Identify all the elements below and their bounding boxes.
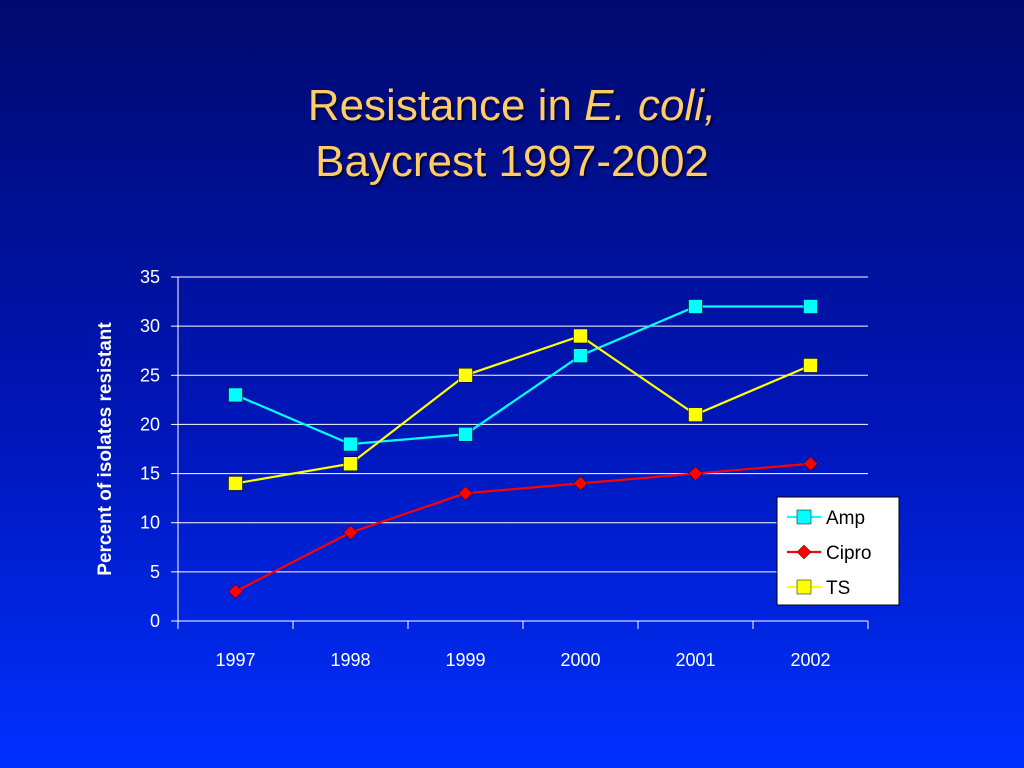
data-point-amp bbox=[803, 299, 818, 314]
legend-label-amp: Amp bbox=[826, 508, 865, 529]
y-tick-label: 5 bbox=[150, 562, 160, 582]
legend-item-ts: TS bbox=[787, 578, 850, 599]
data-point-cipro bbox=[343, 525, 358, 540]
data-point-cipro bbox=[573, 476, 588, 491]
title-organism: E. coli, bbox=[584, 81, 717, 130]
series-amp bbox=[228, 299, 818, 452]
data-point-ts bbox=[803, 358, 818, 373]
series-layer bbox=[228, 299, 818, 599]
data-point-amp bbox=[688, 299, 703, 314]
data-point-amp bbox=[458, 427, 473, 442]
legend-marker-cipro bbox=[796, 544, 812, 560]
y-tick-label: 30 bbox=[140, 316, 160, 336]
legend: Amp Cipro TS bbox=[776, 496, 900, 606]
axes: 0 5 10 15 20 25 30 35 1997 1998 1999 2000 2001 2002 bbox=[140, 267, 869, 670]
y-tick-label: 15 bbox=[140, 464, 160, 484]
data-point-ts bbox=[573, 328, 588, 344]
legend-label-ts: TS bbox=[826, 578, 850, 599]
title-line-1: Resistance in E. coli, bbox=[0, 78, 1024, 134]
title-line-2: Baycrest 1997-2002 bbox=[315, 137, 709, 186]
legend-item-amp: Amp bbox=[787, 508, 865, 529]
data-point-ts bbox=[343, 456, 358, 471]
legend-label-cipro: Cipro bbox=[826, 543, 871, 564]
x-tick-label-2002: 2002 bbox=[790, 650, 830, 670]
y-tick-label: 10 bbox=[140, 513, 160, 533]
data-point-cipro bbox=[228, 584, 243, 599]
data-point-ts bbox=[458, 368, 473, 383]
gridlines bbox=[178, 276, 868, 573]
series-line-amp bbox=[235, 305, 811, 446]
series-line-cipro bbox=[234, 462, 811, 593]
y-tick-label: 25 bbox=[140, 365, 160, 385]
data-point-cipro bbox=[688, 466, 703, 481]
legend-item-cipro: Cipro bbox=[787, 543, 871, 564]
legend-marker-amp bbox=[796, 509, 812, 525]
data-point-ts bbox=[688, 407, 703, 422]
title-text: Resistance in bbox=[307, 81, 585, 130]
y-tick-label: 20 bbox=[140, 414, 160, 434]
data-point-ts bbox=[228, 476, 243, 491]
series-ts bbox=[228, 328, 818, 491]
series-cipro bbox=[228, 456, 818, 599]
y-axis-label: Percent of isolates resistant bbox=[95, 322, 116, 576]
data-point-amp bbox=[343, 436, 358, 452]
legend-marker-ts bbox=[796, 579, 812, 595]
y-tick-label: 35 bbox=[140, 267, 160, 287]
x-tick-label-2000: 2000 bbox=[560, 650, 600, 670]
x-tick-label-1997: 1997 bbox=[215, 650, 255, 670]
x-tick-label-1998: 1998 bbox=[330, 650, 370, 670]
data-point-cipro bbox=[458, 485, 473, 501]
slide-title: Resistance in E. coli, Baycrest 1997-200… bbox=[0, 78, 1024, 190]
data-point-amp bbox=[573, 348, 588, 363]
data-point-amp bbox=[228, 387, 243, 403]
y-tick-label: 0 bbox=[150, 611, 160, 631]
series-line-ts bbox=[235, 334, 811, 485]
x-tick-label-2001: 2001 bbox=[675, 650, 715, 670]
x-tick-label-1999: 1999 bbox=[445, 650, 485, 670]
data-point-cipro bbox=[803, 456, 818, 472]
